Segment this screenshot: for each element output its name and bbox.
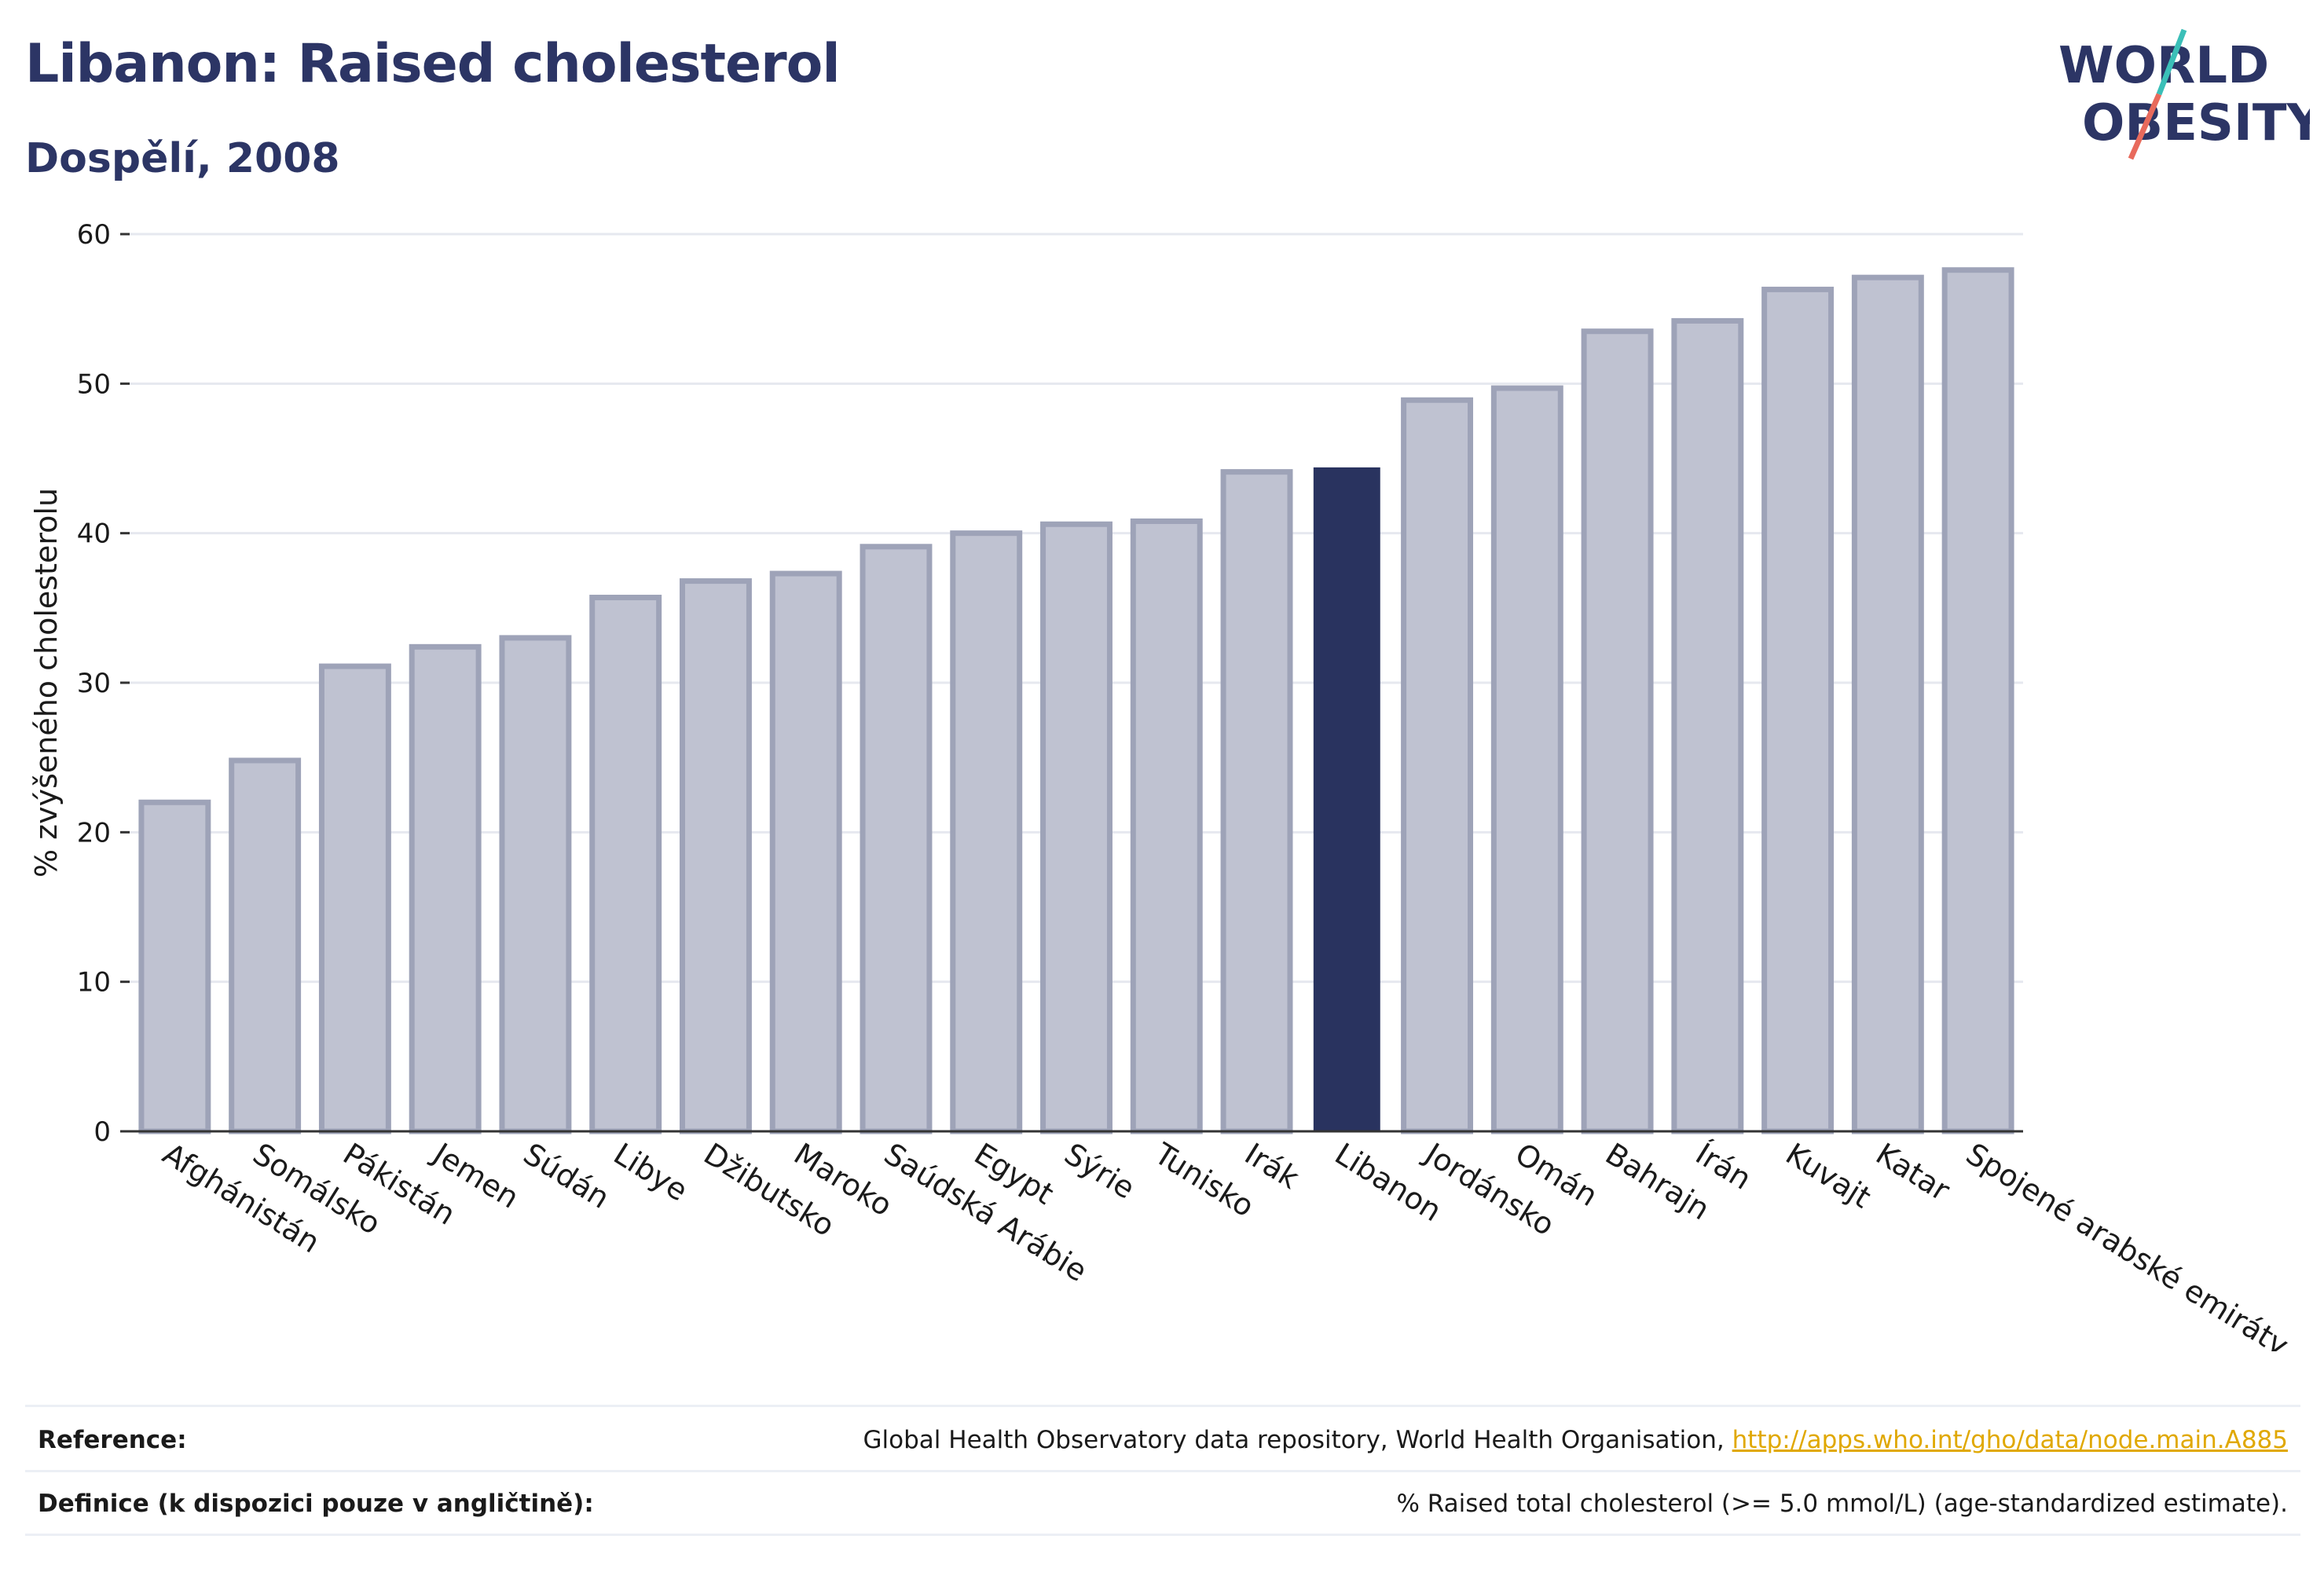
chart-title: Libanon: Raised cholesterol [25, 33, 841, 95]
logo-line2: OBESITY [2082, 94, 2310, 152]
bar-11[interactable] [1130, 518, 1203, 1134]
bar-0[interactable] [138, 799, 211, 1134]
reference-link[interactable]: http://apps.who.int/gho/data/node.main.A… [1732, 1426, 2288, 1454]
reference-label: Reference: [38, 1426, 187, 1454]
reference-value: Global Health Observatory data repositor… [863, 1426, 2288, 1454]
bar-14[interactable] [1401, 397, 1474, 1134]
bar-6[interactable] [679, 578, 752, 1134]
bar-chart: 0 10 20 30 40 50 60 % zvýšeného cholesterolu Af… [29, 219, 2295, 1351]
x-tick-label-11: Tunisko [1148, 1136, 1260, 1224]
bar-19[interactable] [1851, 274, 1924, 1134]
x-tick-label-20: Spojené arabské emiráty [1960, 1136, 2295, 1351]
y-tick-label-30: 30 [77, 668, 111, 699]
y-tick-label-20: 20 [77, 817, 111, 848]
world-obesity-logo: WORLD OBESITY [2058, 28, 2310, 160]
bar-4[interactable] [499, 635, 572, 1134]
x-tick-label-5: Libye [607, 1136, 694, 1208]
x-tick-label-19: Katar [1870, 1136, 1956, 1208]
bar-5[interactable] [589, 595, 662, 1134]
bar-17[interactable] [1671, 317, 1744, 1134]
bar-9[interactable] [950, 530, 1023, 1134]
y-tick-label-60: 60 [77, 219, 111, 251]
reference-row: Reference: Global Health Observatory dat… [25, 1426, 2300, 1465]
bar-layer [138, 267, 2014, 1134]
bar-12[interactable] [1220, 469, 1293, 1134]
footer-divider-mid [25, 1470, 2300, 1472]
bar-15[interactable] [1490, 385, 1563, 1134]
definition-value: % Raised total cholesterol (>= 5.0 mmol/… [1396, 1490, 2288, 1518]
x-tick-label-16: Bahrajn [1600, 1136, 1716, 1226]
bar-16[interactable] [1581, 328, 1654, 1134]
y-tick-label-0: 0 [93, 1116, 111, 1148]
bar-7[interactable] [769, 570, 842, 1134]
bar-18[interactable] [1761, 286, 1835, 1134]
definition-label: Definice (k dispozici pouze v angličtině… [38, 1490, 594, 1518]
y-axis-title: % zvýšeného cholesterolu [29, 488, 64, 878]
bar-2[interactable] [318, 663, 391, 1134]
bar-8[interactable] [860, 544, 933, 1134]
bar-20[interactable] [1941, 267, 2014, 1134]
x-tick-label-18: Kuvajt [1780, 1136, 1877, 1215]
logo-slash-teal [2156, 28, 2187, 96]
bar-10[interactable] [1040, 521, 1113, 1134]
axis-layer: 0 10 20 30 40 50 60 % zvýšeného cholesterolu [29, 219, 2023, 1148]
logo-slash-red [2128, 93, 2162, 160]
definition-row: Definice (k dispozici pouze v angličtině… [25, 1490, 2300, 1529]
footer-divider-top [25, 1405, 2300, 1407]
y-tick-label-40: 40 [77, 519, 111, 550]
y-tick-label-10: 10 [77, 967, 111, 999]
x-tick-label-10: Sýrie [1058, 1136, 1141, 1205]
bar-1[interactable] [229, 757, 302, 1134]
y-tick-label-50: 50 [77, 368, 111, 400]
bar-13[interactable] [1313, 467, 1380, 1131]
bar-3[interactable] [409, 643, 482, 1134]
label-layer: AfghánistánSomálskoPákistánJemenSúdánLib… [157, 1135, 2295, 1351]
reference-text: Global Health Observatory data repositor… [863, 1426, 1732, 1454]
x-tick-label-4: Súdán [518, 1136, 616, 1215]
footer-divider-bottom [25, 1534, 2300, 1536]
chart-subtitle: Dospělí, 2008 [25, 135, 340, 182]
